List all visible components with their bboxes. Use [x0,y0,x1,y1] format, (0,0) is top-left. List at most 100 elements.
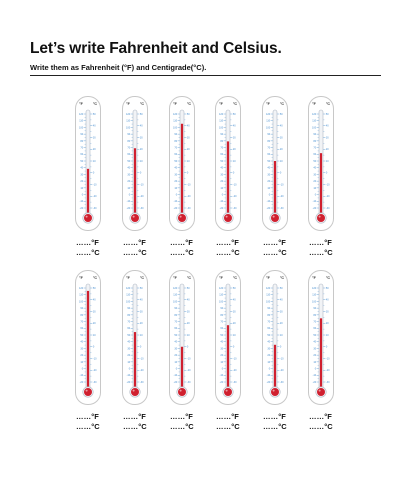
fahrenheit-label: 110 [219,294,224,297]
celsius-answer-blank[interactable]: ……°C [216,248,240,257]
bulb-highlight [179,389,182,392]
celsius-header: °C [326,276,330,280]
celsius-answer-blank[interactable]: ……°C [76,422,100,431]
fahrenheit-label: -10 [220,374,224,377]
fahrenheit-label: -20 [313,381,317,384]
fahrenheit-answer-blank[interactable]: ……°F [123,238,146,247]
fahrenheit-label: 20 [220,180,223,183]
celsius-label: 50 [140,113,143,116]
fahrenheit-label: 0 [269,367,271,370]
celsius-label: 0 [326,346,328,349]
fahrenheit-label: 10 [267,187,270,190]
fahrenheit-label: 40 [174,341,177,344]
celsius-header: °C [233,102,237,106]
celsius-answer-blank[interactable]: ……°C [216,422,240,431]
fahrenheit-label: 110 [266,120,271,123]
fahrenheit-label: -10 [313,200,317,203]
fahrenheit-answer-blank[interactable]: ……°F [309,412,332,421]
fahrenheit-label: 90 [267,133,270,136]
mercury-column [86,290,90,392]
celsius-label: -30 [233,381,237,384]
mercury-bulb [84,214,92,222]
celsius-label: -30 [93,381,97,384]
fahrenheit-label: 80 [80,140,83,143]
fahrenheit-label: -20 [220,207,224,210]
fahrenheit-label: 0 [82,367,84,370]
celsius-answer-blank[interactable]: ……°C [76,248,100,257]
celsius-label: -30 [140,207,144,210]
fahrenheit-label: 120 [173,113,178,116]
fahrenheit-label: 20 [267,354,270,357]
fahrenheit-answer-blank[interactable]: ……°F [216,412,239,421]
fahrenheit-label: 100 [173,300,178,303]
celsius-label: 20 [187,322,190,325]
celsius-label: 50 [233,113,236,116]
mercury-column [226,325,230,392]
fahrenheit-label: 70 [127,320,130,323]
fahrenheit-label: 0 [82,193,84,196]
fahrenheit-label: 10 [313,187,316,190]
fahrenheit-answer-blank[interactable]: ……°F [216,238,239,247]
thermometer: °F °C1201101009080706050403020100-10-2050… [262,96,288,231]
fahrenheit-label: -20 [220,381,224,384]
fahrenheit-label: 0 [176,193,178,196]
fahrenheit-answer-blank[interactable]: ……°F [123,412,146,421]
celsius-answer-blank[interactable]: ……°C [170,248,194,257]
fahrenheit-label: 100 [312,300,317,303]
fahrenheit-label: 50 [174,160,177,163]
mercury-bulb [271,388,279,396]
page-subtitle: Write them as Fahrenheit (°F) and Centig… [30,63,207,72]
celsius-label: -10 [233,357,237,360]
fahrenheit-label: -10 [127,200,131,203]
fahrenheit-label: 90 [313,133,316,136]
fahrenheit-label: 30 [267,173,270,176]
fahrenheit-answer-blank[interactable]: ……°F [263,238,286,247]
celsius-answer-blank[interactable]: ……°C [263,422,287,431]
fahrenheit-label: 120 [79,287,84,290]
fahrenheit-answer-blank[interactable]: ……°F [309,238,332,247]
fahrenheit-label: 80 [267,140,270,143]
fahrenheit-label: 0 [222,193,224,196]
fahrenheit-label: 20 [313,180,316,183]
fahrenheit-label: 100 [126,300,131,303]
celsius-label: 10 [233,160,236,163]
fahrenheit-label: 70 [80,320,83,323]
celsius-label: -30 [233,207,237,210]
celsius-answer-blank[interactable]: ……°C [123,248,147,257]
celsius-answer-blank[interactable]: ……°C [263,248,287,257]
fahrenheit-label: -10 [80,200,84,203]
fahrenheit-label: 120 [219,113,224,116]
fahrenheit-label: 90 [127,133,130,136]
celsius-label: 30 [280,310,283,313]
fahrenheit-label: 90 [220,307,223,310]
fahrenheit-label: 50 [80,160,83,163]
fahrenheit-answer-blank[interactable]: ……°F [170,412,193,421]
fahrenheit-label: 0 [129,193,131,196]
celsius-header: °C [326,102,330,106]
celsius-label: -20 [140,369,144,372]
fahrenheit-answer-blank[interactable]: ……°F [76,238,99,247]
fahrenheit-label: 50 [313,160,316,163]
celsius-answer-blank[interactable]: ……°C [170,422,194,431]
fahrenheit-answer-blank[interactable]: ……°F [263,412,286,421]
fahrenheit-label: 40 [313,167,316,170]
celsius-label: 40 [140,125,143,128]
fahrenheit-label: -20 [80,207,84,210]
fahrenheit-label: 20 [174,354,177,357]
thermometer: °F °C1201101009080706050403020100-10-2050… [308,270,334,405]
celsius-label: 20 [326,148,329,151]
celsius-answer-blank[interactable]: ……°C [309,248,333,257]
fahrenheit-label: 10 [127,361,130,364]
fahrenheit-label: -10 [220,200,224,203]
celsius-answer-blank[interactable]: ……°C [309,422,333,431]
celsius-answer-blank[interactable]: ……°C [123,422,147,431]
fahrenheit-label: 100 [219,300,224,303]
fahrenheit-answer-blank[interactable]: ……°F [76,412,99,421]
fahrenheit-label: -20 [174,381,178,384]
fahrenheit-label: 50 [313,334,316,337]
fahrenheit-header: °F [173,102,177,106]
fahrenheit-label: 60 [313,327,316,330]
fahrenheit-label: 40 [313,341,316,344]
celsius-label: -10 [93,183,97,186]
fahrenheit-answer-blank[interactable]: ……°F [170,238,193,247]
